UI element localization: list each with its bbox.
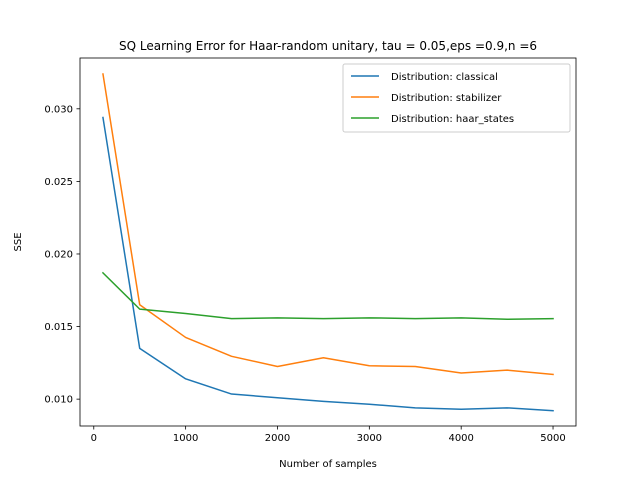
series-line-distribution-classical [102, 116, 554, 412]
plot-frame [79, 57, 577, 427]
y-tick-label: 0.020 [44, 249, 73, 260]
y-tick-label: 0.030 [44, 104, 73, 115]
x-axis-label: Number of samples [279, 459, 377, 470]
x-tick-label: 0 [91, 433, 97, 444]
legend: Distribution: classical Distribution: st… [342, 63, 571, 133]
x-tick-label: 1000 [173, 433, 198, 444]
x-tick-label: 2000 [265, 433, 290, 444]
series-line-distribution-haar-states [101, 271, 554, 321]
legend-label-haar-states: Distribution: haar_states [391, 114, 514, 125]
y-tick-label: 0.015 [44, 322, 73, 333]
x-tick-label: 4000 [448, 433, 473, 444]
series-line-distribution-stabilizer [102, 73, 554, 376]
x-tick-label: 3000 [357, 433, 382, 444]
x-axis-ticks: 0 1000 2000 3000 4000 5000 [91, 426, 566, 444]
legend-label-classical: Distribution: classical [391, 72, 498, 83]
y-tick-label: 0.010 [44, 395, 73, 406]
y-axis-ticks: 0.010 0.015 0.020 0.025 0.030 [44, 104, 80, 406]
plot-lines [101, 73, 554, 412]
legend-box [342, 63, 571, 133]
legend-label-stabilizer: Distribution: stabilizer [391, 93, 502, 104]
y-axis-label: SSE [13, 232, 24, 251]
x-tick-label: 5000 [540, 433, 565, 444]
y-tick-label: 0.025 [44, 177, 73, 188]
chart-title: SQ Learning Error for Haar-random unitar… [119, 39, 537, 53]
